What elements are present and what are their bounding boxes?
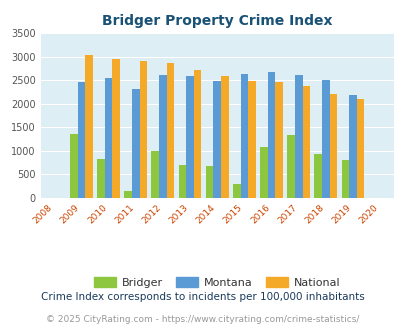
- Bar: [287, 135, 294, 198]
- Bar: [220, 76, 228, 198]
- Bar: [321, 80, 329, 198]
- Bar: [85, 55, 92, 198]
- Bar: [314, 154, 321, 198]
- Bar: [151, 151, 159, 198]
- Bar: [356, 99, 364, 198]
- Bar: [205, 166, 213, 198]
- Bar: [329, 94, 337, 198]
- Legend: Bridger, Montana, National: Bridger, Montana, National: [89, 273, 344, 292]
- Bar: [139, 61, 147, 198]
- Bar: [104, 78, 112, 198]
- Bar: [260, 147, 267, 198]
- Bar: [302, 86, 309, 198]
- Bar: [294, 76, 302, 198]
- Bar: [178, 165, 186, 198]
- Title: Bridger Property Crime Index: Bridger Property Crime Index: [102, 14, 332, 28]
- Bar: [341, 160, 348, 198]
- Bar: [124, 191, 132, 198]
- Bar: [132, 89, 139, 198]
- Bar: [70, 134, 77, 198]
- Bar: [159, 76, 166, 198]
- Bar: [275, 82, 282, 198]
- Bar: [193, 70, 201, 198]
- Bar: [97, 159, 104, 198]
- Bar: [232, 184, 240, 198]
- Bar: [77, 82, 85, 198]
- Bar: [267, 72, 275, 198]
- Bar: [166, 63, 174, 198]
- Text: Crime Index corresponds to incidents per 100,000 inhabitants: Crime Index corresponds to incidents per…: [41, 292, 364, 302]
- Bar: [240, 74, 247, 198]
- Text: © 2025 CityRating.com - https://www.cityrating.com/crime-statistics/: © 2025 CityRating.com - https://www.city…: [46, 315, 359, 324]
- Bar: [247, 81, 255, 198]
- Bar: [348, 95, 356, 198]
- Bar: [213, 81, 220, 198]
- Bar: [112, 59, 119, 198]
- Bar: [186, 76, 193, 198]
